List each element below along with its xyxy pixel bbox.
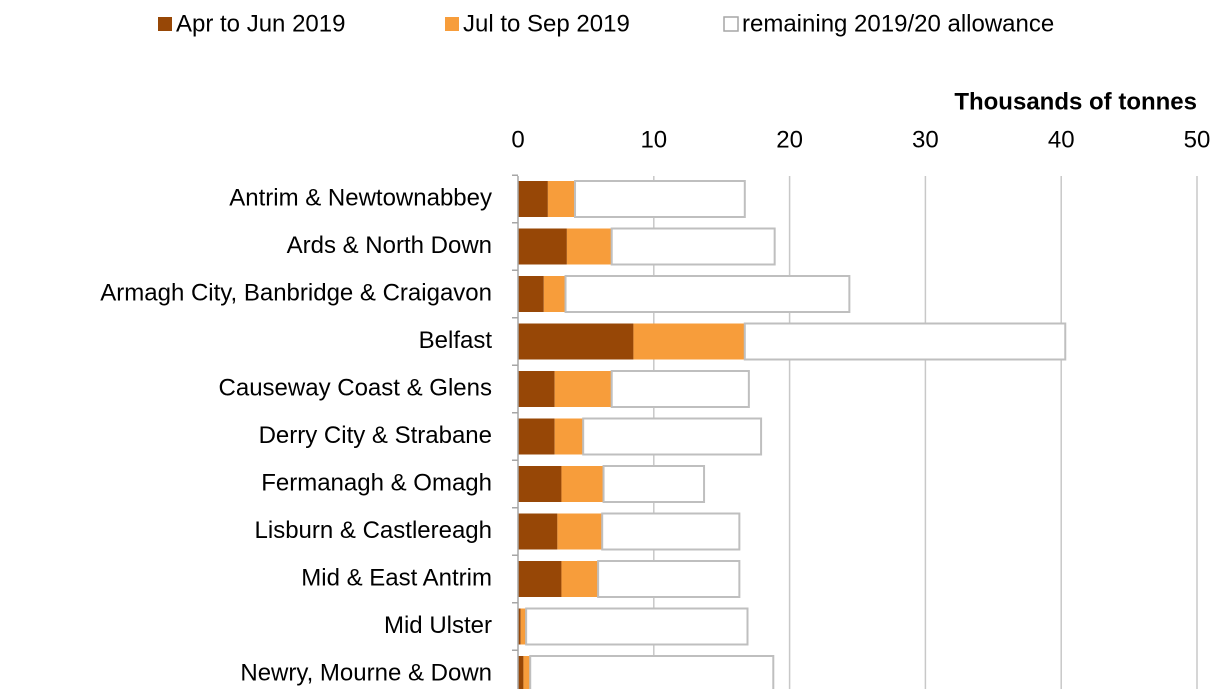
x-tick-label: 20 xyxy=(776,126,803,153)
bar-segment xyxy=(525,607,749,646)
bar-segment xyxy=(547,181,576,217)
legend-swatch xyxy=(158,17,172,31)
bar-segment xyxy=(633,323,745,360)
bar-segment xyxy=(518,608,521,645)
bar-segment xyxy=(566,228,612,265)
bar-segment xyxy=(520,608,527,645)
legend-label: Apr to Jun 2019 xyxy=(176,10,345,37)
bar-segment xyxy=(518,466,562,502)
bar-segment xyxy=(529,655,775,689)
bar-segment xyxy=(564,275,851,313)
y-tick-label: Derry City & Strabane xyxy=(259,422,492,449)
y-tick-label: Causeway Coast & Glens xyxy=(219,374,492,401)
y-tick-label: Newry, Mourne & Down xyxy=(240,659,492,686)
bar-segment xyxy=(543,276,566,312)
x-tick-label: 30 xyxy=(912,126,939,153)
bar-segment xyxy=(557,513,603,550)
bar-segment xyxy=(597,560,741,598)
bar-segment xyxy=(610,370,750,408)
bar-segment xyxy=(582,417,763,456)
y-tick-label: Lisburn & Castlereagh xyxy=(255,517,492,544)
bar-segment xyxy=(574,180,746,218)
axis-title: Thousands of tonnes xyxy=(954,88,1197,115)
legend-label: Jul to Sep 2019 xyxy=(463,10,630,37)
x-tick-label: 10 xyxy=(640,126,667,153)
bar-segment xyxy=(743,322,1067,361)
y-tick-label: Mid & East Antrim xyxy=(301,564,492,591)
bar-segment xyxy=(561,466,604,502)
legend-swatch xyxy=(445,17,459,31)
legend-swatch xyxy=(723,16,739,32)
bar-segment xyxy=(561,561,599,597)
bar-segment xyxy=(523,656,531,689)
bar-segment xyxy=(518,228,567,265)
y-tick-label: Belfast xyxy=(419,327,493,354)
y-tick-label: Armagh City, Banbridge & Craigavon xyxy=(100,279,492,306)
bar-segment xyxy=(554,371,612,407)
y-tick-label: Ards & North Down xyxy=(287,232,492,259)
bar-segment xyxy=(601,512,741,551)
bar-segment xyxy=(518,323,634,360)
bar-segment xyxy=(518,371,555,407)
bar-segment xyxy=(554,418,584,455)
bar-segment xyxy=(610,227,776,266)
bar-segment xyxy=(518,276,544,312)
bar-segment xyxy=(518,181,548,217)
bar-segment xyxy=(518,513,558,550)
y-tick-label: Antrim & Newtownabbey xyxy=(229,184,492,211)
y-tick-label: Mid Ulster xyxy=(384,612,492,639)
x-tick-label: 40 xyxy=(1048,126,1075,153)
bar-segment xyxy=(518,656,524,689)
bar-segment xyxy=(518,418,555,455)
y-tick-label: Fermanagh & Omagh xyxy=(261,469,492,496)
x-tick-label: 0 xyxy=(511,126,524,153)
x-tick-label: 50 xyxy=(1184,126,1211,153)
legend-label: remaining 2019/20 allowance xyxy=(742,10,1054,37)
bar-segment xyxy=(602,465,706,503)
bar-segment xyxy=(518,561,562,597)
